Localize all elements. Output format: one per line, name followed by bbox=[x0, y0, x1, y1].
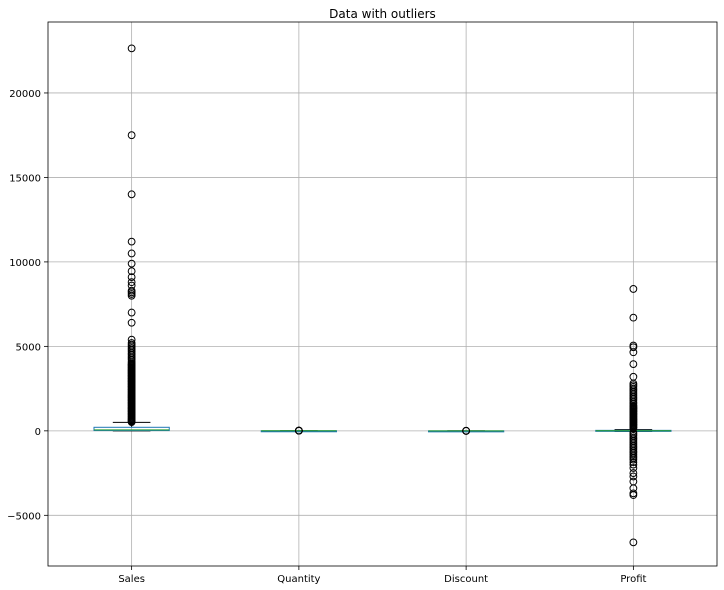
chart-title: Data with outliers bbox=[329, 7, 436, 21]
profit-outlier bbox=[629, 472, 638, 481]
sales-outlier bbox=[127, 44, 136, 53]
sales-box bbox=[93, 426, 170, 432]
sales-outlier bbox=[127, 259, 136, 268]
sales-outlier bbox=[127, 308, 136, 317]
sales-outlier bbox=[127, 190, 136, 199]
y-tick-label: 20000 bbox=[9, 89, 41, 100]
profit-outlier bbox=[629, 372, 638, 381]
sales-outlier bbox=[127, 237, 136, 246]
profit-outlier bbox=[629, 360, 638, 369]
profit-outlier bbox=[629, 538, 638, 547]
sales-outlier bbox=[127, 131, 136, 140]
sales-outlier bbox=[127, 278, 136, 287]
discount-outlier bbox=[462, 426, 471, 435]
profit-outlier bbox=[629, 469, 638, 477]
sales-outlier bbox=[127, 273, 136, 282]
x-axis-ticks: Sales Quantity Discount Profit bbox=[118, 566, 646, 585]
y-tick-label: 0 bbox=[35, 427, 41, 438]
sales-outlier bbox=[127, 267, 136, 276]
profit-outlier bbox=[629, 285, 638, 293]
profit-outlier bbox=[629, 313, 638, 322]
y-tick-label: 15000 bbox=[9, 173, 41, 184]
sales-outlier bbox=[127, 249, 136, 258]
outlier-points bbox=[127, 44, 638, 547]
sales-outlier bbox=[127, 335, 136, 344]
quantity-outlier bbox=[294, 426, 303, 435]
sales-outlier bbox=[127, 339, 136, 347]
x-tick-label: Sales bbox=[118, 574, 145, 585]
x-tick-label: Discount bbox=[444, 574, 488, 585]
profit-outlier bbox=[629, 489, 638, 498]
x-tick-label: Profit bbox=[620, 574, 646, 585]
profit-outlier bbox=[629, 458, 638, 466]
sales-outlier bbox=[127, 281, 136, 290]
y-tick-label: −5000 bbox=[7, 511, 41, 522]
y-axis-ticks: −5000 0 5000 10000 15000 20000 bbox=[7, 89, 48, 522]
profit-outlier bbox=[629, 341, 638, 350]
sales-outlier bbox=[127, 286, 136, 295]
y-tick-label: 10000 bbox=[9, 258, 41, 269]
profit-outlier bbox=[629, 477, 638, 486]
x-tick-label: Quantity bbox=[277, 574, 320, 585]
y-tick-label: 5000 bbox=[16, 342, 41, 353]
profit-outlier bbox=[629, 464, 638, 472]
plot-frame bbox=[47, 21, 718, 567]
sales-outlier bbox=[127, 318, 136, 327]
